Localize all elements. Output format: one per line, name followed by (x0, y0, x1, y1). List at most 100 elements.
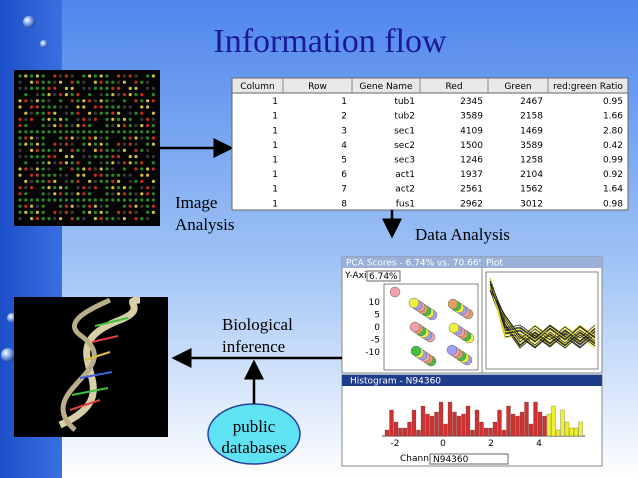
cell: 8 (341, 199, 347, 209)
cell: 3589 (520, 141, 543, 151)
hist-bar (443, 423, 448, 437)
cell: 0.99 (603, 156, 623, 166)
cell: 1258 (520, 156, 543, 166)
hist-bar (519, 411, 525, 437)
hist-bar (555, 429, 561, 437)
hist-bar (528, 423, 534, 437)
microarray-image (14, 70, 160, 226)
column-header: red:green Ratio (553, 82, 623, 92)
plot-window: Plot (481, 256, 603, 374)
title: Information flow (213, 23, 447, 60)
hist-bar (564, 421, 570, 437)
hist-bar (510, 413, 516, 437)
header-row (231, 77, 629, 94)
hist-bar (411, 409, 417, 437)
cell: 1 (272, 170, 278, 180)
hist-bar (420, 405, 426, 437)
plot-line (489, 283, 596, 347)
cell: 2 (341, 112, 347, 122)
label: Biological (222, 315, 293, 334)
hist-bar (438, 401, 444, 437)
cell: 1 (272, 97, 278, 107)
hist-bar (501, 429, 507, 437)
hist-bar (434, 411, 439, 437)
cell: sec2 (394, 141, 415, 151)
cell: act1 (395, 170, 415, 180)
window-title: Plot (486, 259, 503, 269)
plot-line (489, 286, 596, 341)
cell: 1937 (460, 170, 483, 180)
tick-label: 0 (374, 323, 380, 333)
hist-bar (542, 415, 547, 437)
hist-bar (506, 405, 511, 437)
column-header: Red (445, 82, 462, 92)
cell: 0.42 (603, 141, 623, 151)
tick-label: 2 (488, 439, 494, 449)
hist-bar (425, 413, 430, 437)
cell: 0.95 (603, 97, 623, 107)
tick-label: 0 (440, 439, 446, 449)
label: databases (221, 438, 286, 457)
cell: 2.80 (603, 126, 623, 136)
label: public (233, 417, 276, 436)
cell: 4109 (460, 126, 483, 136)
hist-bar (474, 409, 480, 437)
cell: act2 (395, 185, 415, 195)
cell: 2345 (460, 97, 483, 107)
cell: 1246 (460, 156, 483, 166)
column-header: Gene Name (359, 82, 413, 92)
tick-label: -10 (365, 348, 380, 358)
hist-bar (551, 405, 556, 437)
label: Channel: (400, 454, 440, 464)
histogram-window: Histogram - N94360 Channel: N94360 -2 0 2 4 (341, 374, 603, 467)
cell: 1.66 (603, 112, 623, 122)
scatter-dot (408, 297, 420, 309)
cell: 1 (341, 97, 347, 107)
cell: 2467 (520, 97, 543, 107)
hist-bar (407, 421, 412, 437)
cell: 0.98 (603, 199, 623, 209)
scatter-dot (447, 298, 459, 310)
hist-bar (470, 429, 475, 437)
cell: 1.64 (603, 185, 623, 195)
hist-bar (578, 421, 583, 437)
hist-bar (402, 427, 408, 437)
column-header: Column (240, 82, 274, 92)
plot-line (489, 289, 596, 348)
plot-line (489, 280, 596, 349)
data-table: Column Row Gene Name Red Green red:green Rati… (231, 77, 629, 211)
window-title: Histogram - N94360 (350, 377, 441, 387)
cell: tub2 (394, 112, 415, 122)
hist-bar (515, 415, 520, 437)
dna-image (14, 296, 168, 437)
plot-line (489, 286, 596, 343)
label: Y-Axis: (344, 271, 374, 281)
hist-bar (479, 421, 484, 437)
cell: 0.92 (603, 170, 623, 180)
column-header: Row (308, 82, 327, 92)
hist-bar (573, 427, 579, 437)
label: Data Analysis (415, 225, 510, 244)
cell: 5 (341, 156, 347, 166)
plot-line (489, 277, 596, 344)
hist-bar (524, 401, 529, 437)
cell: fus1 (396, 199, 415, 209)
label: Analysis (175, 215, 235, 234)
hist-bar (393, 421, 399, 437)
cell: 1 (272, 199, 278, 209)
hist-bar (560, 409, 565, 437)
label: Image (175, 193, 217, 212)
hist-bar (389, 409, 394, 437)
cell: 6 (341, 170, 347, 180)
label: 6.74% (369, 272, 398, 282)
pca-window: PCA Scores - 6.74% vs. 70.66% Y-Axis: 6.… (341, 256, 488, 374)
hist-bar (492, 421, 498, 437)
cell: 1500 (460, 141, 483, 151)
cell: tub1 (394, 97, 415, 107)
hist-bar (398, 427, 403, 437)
hist-bar (447, 401, 453, 437)
hist-bar (456, 415, 462, 437)
scatter-dot (448, 322, 460, 334)
window-title: PCA Scores - 6.74% vs. 70.66% (346, 259, 488, 269)
label: inference (222, 337, 285, 356)
